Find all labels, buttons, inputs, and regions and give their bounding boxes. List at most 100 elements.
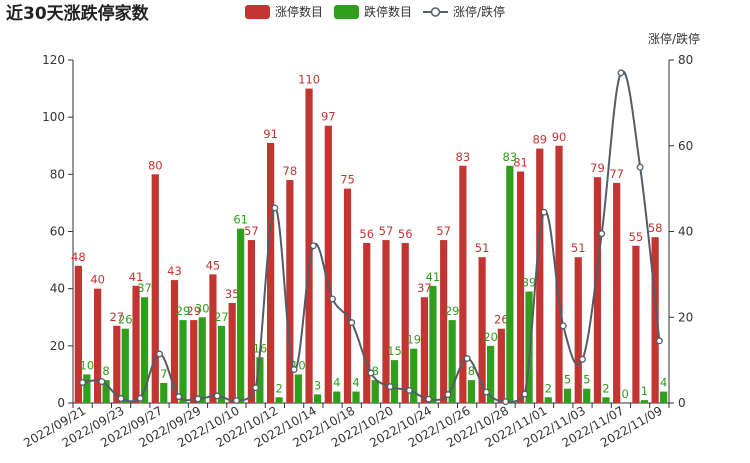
bar-label-limit-down: 8	[372, 364, 379, 378]
bar-label-limit-up: 29	[186, 304, 201, 318]
ratio-point	[579, 355, 586, 363]
bar-label-limit-down: 4	[660, 376, 667, 390]
bar-limit-up	[478, 257, 486, 403]
ratio-point	[617, 69, 625, 77]
bar-label-limit-down: 20	[483, 330, 498, 344]
ratio-point	[117, 395, 125, 402]
bar-label-limit-down: 29	[176, 304, 191, 318]
y-left-tick-label: 20	[50, 339, 65, 353]
bar-label-limit-down: 83	[503, 150, 518, 164]
bar-limit-up	[190, 320, 198, 403]
bar-limit-down	[160, 382, 168, 403]
legend[interactable]: 涨停数目 跌停数目 涨停/跌停	[245, 4, 505, 19]
bar-label-limit-up: 51	[475, 241, 490, 255]
ratio-point	[463, 355, 471, 362]
bar-limit-up	[401, 242, 409, 403]
bar-limit-down	[198, 317, 206, 403]
bar-limit-down	[660, 391, 668, 403]
bar-limit-down	[410, 348, 418, 403]
ratio-point	[598, 230, 606, 238]
bar-label-limit-down: 39	[522, 276, 537, 290]
ratio-point	[232, 397, 240, 405]
ratio-point	[386, 383, 394, 391]
bar-limit-up	[440, 240, 448, 403]
bar-label-limit-up: 48	[71, 250, 86, 264]
bar-limit-up	[247, 240, 255, 403]
bar-label-limit-down: 10	[80, 358, 95, 372]
bar-label-limit-up: 51	[571, 241, 586, 255]
legend-item-limit-down[interactable]: 跌停数目	[334, 4, 412, 19]
bar-label-limit-down: 0	[622, 387, 629, 401]
bar-label-limit-up: 43	[167, 264, 182, 278]
ratio-point	[540, 208, 548, 216]
bar-limit-up	[305, 88, 313, 403]
bar-label-limit-down: 1	[641, 384, 648, 398]
bar-label-limit-up: 27	[109, 310, 124, 324]
bar-limit-up	[651, 237, 659, 403]
bar-limit-down	[333, 391, 341, 403]
bar-limit-up	[420, 297, 429, 403]
bar-label-limit-up: 83	[456, 150, 471, 164]
bar-limit-down	[448, 320, 456, 403]
bar-label-limit-down: 2	[545, 381, 552, 395]
legend-swatch-limit-up	[245, 5, 270, 19]
ratio-point	[406, 386, 413, 394]
bar-limit-down	[294, 374, 302, 403]
bar-limit-down	[237, 228, 245, 403]
ratio-point	[252, 384, 260, 392]
y-left-tick-label: 100	[42, 110, 65, 124]
bar-limit-down	[390, 360, 399, 403]
bar-label-limit-down: 5	[583, 373, 590, 387]
bar-limit-up	[516, 171, 525, 403]
y-left-tick-label: 120	[42, 53, 65, 67]
bar-label-limit-up: 56	[359, 227, 374, 241]
bar-label-limit-down: 61	[233, 213, 248, 227]
bar-limit-up	[382, 240, 390, 403]
bar-label-limit-down: 41	[426, 270, 441, 284]
bar-label-limit-down: 4	[352, 376, 359, 390]
ratio-point	[98, 378, 106, 386]
legend-swatch-limit-down	[334, 5, 359, 19]
bar-label-limit-up: 45	[206, 258, 221, 272]
bar-limit-up	[632, 245, 640, 403]
bar-label-limit-up: 35	[225, 287, 240, 301]
bar-limit-up	[209, 274, 217, 403]
bar-label-limit-down: 15	[387, 344, 402, 358]
bar-label-limit-up: 26	[494, 313, 509, 327]
bar-limit-up	[555, 145, 563, 403]
bar-label-limit-up: 40	[90, 273, 105, 287]
bar-label-limit-up: 77	[609, 167, 624, 181]
bar-label-limit-up: 91	[263, 127, 278, 141]
ratio-point	[521, 390, 529, 398]
legend-item-ratio[interactable]: 涨停/跌停	[423, 4, 505, 19]
y-right-tick-label: 0	[678, 396, 686, 410]
bar-limit-down	[140, 297, 149, 403]
bar-limit-up	[574, 257, 582, 403]
bar-label-limit-up: 57	[379, 224, 394, 238]
bar-label-limit-up: 57	[244, 224, 259, 238]
bar-limit-down	[506, 165, 514, 403]
bar-label-limit-down: 37	[137, 281, 152, 295]
bar-limit-up	[286, 180, 294, 403]
bar-label-limit-up: 89	[532, 133, 547, 147]
y-left-tick-label: 80	[50, 167, 65, 181]
bar-limit-up	[267, 142, 275, 403]
ratio-point	[271, 204, 279, 212]
legend-item-limit-up[interactable]: 涨停数目	[245, 4, 323, 19]
ratio-point	[175, 393, 183, 401]
bar-limit-down	[640, 400, 649, 403]
ratio-point	[309, 242, 317, 250]
y-right-tick-label: 20	[678, 310, 693, 324]
bar-label-limit-down: 27	[214, 310, 229, 324]
bar-limit-down	[313, 394, 322, 403]
bar-limit-down	[371, 380, 379, 403]
y-right-tick-label: 80	[678, 53, 693, 67]
bar-label-limit-down: 30	[195, 301, 210, 315]
bar-label-limit-up: 81	[513, 155, 528, 169]
ratio-point	[559, 322, 567, 330]
bar-limit-down	[179, 320, 187, 403]
bar-limit-up	[343, 188, 352, 403]
bar-label-limit-up: 37	[417, 281, 432, 295]
chart-title: 近30天涨跌停家数	[6, 3, 150, 24]
